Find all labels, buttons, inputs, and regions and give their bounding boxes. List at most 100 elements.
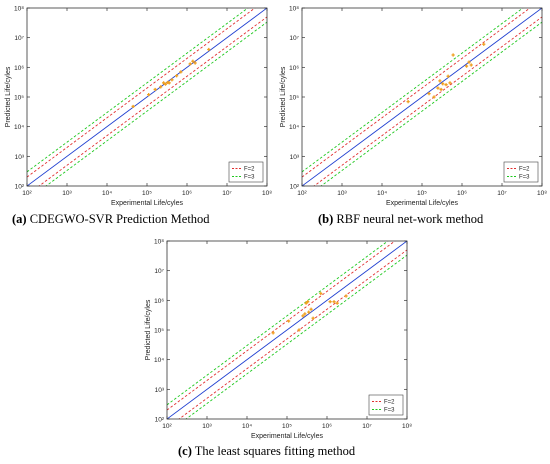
a-data-point — [170, 78, 174, 82]
a-x-tick-label: 10⁵ — [142, 190, 152, 197]
c-legend-box — [368, 394, 404, 416]
a-data-point — [131, 104, 135, 109]
b-data-point — [467, 60, 471, 64]
a-equal-line — [27, 8, 267, 186]
c-x-tick-label: 10² — [162, 423, 172, 430]
a-data-point — [191, 59, 195, 63]
b-x-tick-label: 10⁸ — [537, 190, 547, 197]
c-data-point — [287, 319, 291, 323]
caption-a: (a) CDEGWO-SVR Prediction Method — [12, 212, 210, 227]
c-band-f3-upper — [167, 241, 389, 406]
a-data-point — [163, 82, 168, 86]
b-band-f3-upper — [302, 8, 524, 173]
caption-b-text: RBF neural net-work method — [336, 212, 484, 226]
a-x-tick-label: 10⁶ — [182, 190, 192, 197]
a-y-tick-label: 10⁵ — [14, 95, 24, 102]
b-band-f2-upper — [302, 8, 531, 178]
c-y-tick-label: 10² — [155, 417, 165, 424]
c-band-f2-lower — [178, 249, 407, 419]
c-data-point — [271, 331, 275, 335]
caption-a-text: CDEGWO-SVR Prediction Method — [29, 212, 210, 226]
b-data-point — [444, 83, 448, 87]
c-equal-line — [167, 241, 407, 419]
b-x-tick-label: 10³ — [337, 190, 347, 197]
c-y-axis-label: Predicted Life/cyles — [145, 299, 152, 360]
b-y-axis-label: Predicted Life/cyles — [280, 66, 287, 127]
a-x-tick-label: 10⁷ — [222, 190, 232, 197]
c-data-point — [297, 328, 301, 332]
a-x-tick-label: 10⁸ — [262, 190, 272, 197]
a-data-point — [147, 93, 151, 97]
b-y-tick-label: 10³ — [290, 154, 300, 161]
b-y-tick-label: 10⁵ — [289, 95, 299, 102]
a-data-point — [207, 47, 211, 52]
b-data-point — [406, 99, 410, 104]
c-x-axis-label: Experimental Life/cyles — [251, 433, 323, 440]
a-data-point — [188, 62, 192, 66]
a-y-tick-label: 10⁴ — [14, 124, 24, 131]
b-data-point — [448, 81, 452, 85]
c-x-tick-label: 10⁷ — [362, 423, 372, 430]
caption-c: (c) The least squares fitting method — [178, 444, 355, 459]
b-x-tick-label: 10⁴ — [377, 190, 387, 197]
c-data-point — [319, 291, 323, 296]
c-legend-label: F=2 — [384, 400, 395, 406]
c-x-tick-label: 10³ — [202, 423, 212, 430]
b-y-tick-label: 10⁴ — [289, 124, 299, 131]
c-band-f2-upper — [167, 241, 396, 411]
c-data-point — [344, 294, 348, 298]
b-data-point — [482, 42, 486, 46]
b-x-tick-label: 10⁶ — [457, 190, 467, 197]
b-band-f3-lower — [320, 21, 542, 186]
a-band-f3-lower — [45, 21, 267, 186]
caption-a-letter: (a) — [12, 212, 27, 226]
c-data-point — [306, 300, 310, 304]
c-legend-label: F=3 — [384, 408, 395, 414]
c-y-tick-label: 10⁶ — [154, 298, 164, 305]
c-data-point — [328, 300, 332, 304]
caption-c-letter: (c) — [178, 444, 192, 458]
b-x-axis-label: Experimental Life/cyles — [386, 200, 458, 207]
a-data-point — [193, 61, 197, 65]
c-x-tick-label: 10⁶ — [322, 423, 332, 430]
a-y-tick-label: 10⁸ — [14, 6, 24, 13]
b-data-point — [438, 79, 442, 83]
b-legend-box — [503, 161, 539, 183]
b-data-point — [432, 95, 436, 99]
a-legend-label: F=3 — [244, 175, 255, 181]
a-data-point — [167, 81, 171, 85]
b-y-tick-label: 10² — [290, 184, 300, 191]
b-legend-label: F=2 — [519, 167, 530, 173]
a-x-axis-label: Experimental Life/cyles — [111, 200, 183, 207]
b-y-tick-label: 10⁶ — [289, 65, 299, 72]
b-data-point — [451, 53, 455, 57]
b-x-tick-label: 10⁵ — [417, 190, 427, 197]
a-x-tick-label: 10⁴ — [102, 190, 112, 197]
b-x-tick-label: 10² — [297, 190, 307, 197]
c-y-tick-label: 10⁴ — [154, 357, 164, 364]
b-data-point — [446, 74, 450, 78]
c-data-point — [301, 314, 305, 318]
c-band-f3-lower — [185, 254, 407, 419]
c-x-tick-label: 10⁸ — [402, 423, 412, 430]
c-y-tick-label: 10⁷ — [154, 268, 164, 275]
b-legend-label: F=3 — [519, 175, 530, 181]
a-band-f3-upper — [27, 8, 249, 173]
b-data-point — [436, 86, 440, 90]
caption-b-letter: (b) — [318, 212, 334, 226]
c-data-point — [309, 307, 313, 311]
a-y-tick-label: 10⁷ — [14, 35, 24, 42]
b-data-point — [469, 63, 473, 67]
b-data-point — [464, 64, 469, 68]
b-band-f2-lower — [313, 16, 542, 186]
b-y-tick-label: 10⁷ — [289, 35, 299, 42]
c-y-tick-label: 10⁸ — [154, 239, 164, 246]
a-data-point — [153, 87, 157, 92]
a-data-point — [159, 85, 163, 89]
c-data-point — [307, 310, 311, 314]
b-data-point — [439, 87, 443, 92]
a-band-f2-lower — [38, 16, 267, 186]
a-y-tick-label: 10³ — [15, 154, 25, 161]
